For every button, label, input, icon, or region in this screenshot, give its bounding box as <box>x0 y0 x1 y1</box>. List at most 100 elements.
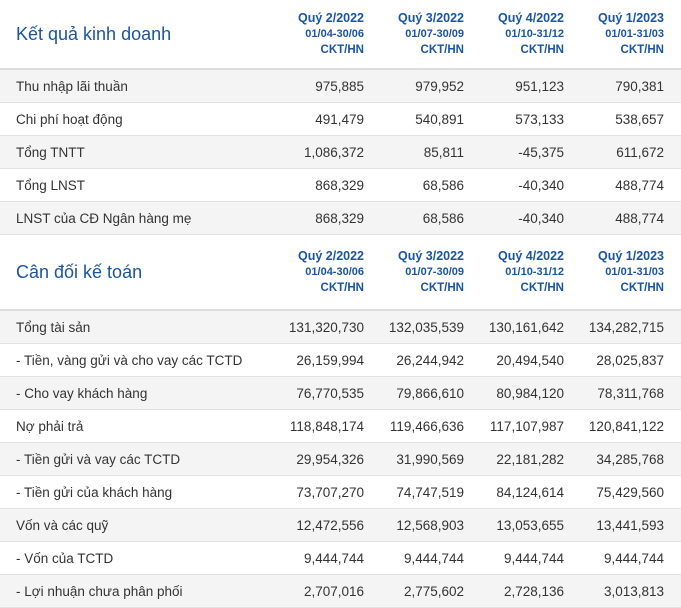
row-value: 34,285,768 <box>596 451 664 467</box>
row-label: - Tiền gửi của khách hàng <box>16 484 173 500</box>
row-value: 74,747,519 <box>396 484 464 500</box>
row-value: 132,035,539 <box>388 319 464 335</box>
balance-col-unit: CKT/HN <box>320 282 364 294</box>
table-row: - Lợi nhuận chưa phân phối 2,707,016 2,7… <box>0 575 681 608</box>
row-value: 130,161,642 <box>488 319 564 335</box>
income-col-dates: 01/01-31/03 <box>605 28 664 40</box>
income-col-dates: 01/07-30/09 <box>405 28 464 40</box>
income-col-head-4: Quý 1/2023 01/01-31/03 CKT/HN <box>570 0 670 68</box>
row-value: 80,984,120 <box>496 385 564 401</box>
row-value: 26,159,994 <box>296 352 364 368</box>
row-value: 85,811 <box>423 144 464 160</box>
balance-col-head-3: Quý 4/2022 01/10-31/12 CKT/HN <box>470 235 570 309</box>
income-col-quarter: Quý 3/2022 <box>397 11 464 25</box>
balance-col-dates: 01/10-31/12 <box>505 266 564 278</box>
row-value: 491,479 <box>315 111 364 127</box>
row-value: 26,244,942 <box>396 352 464 368</box>
row-label: Tổng tài sản <box>16 319 91 335</box>
balance-col-quarter: Quý 4/2022 <box>497 249 564 263</box>
income-col-quarter: Quý 4/2022 <box>497 11 564 25</box>
row-value: 20,494,540 <box>496 352 564 368</box>
row-value: 31,990,569 <box>396 451 464 467</box>
row-value: 134,282,715 <box>588 319 664 335</box>
row-value: 9,444,744 <box>603 550 664 566</box>
row-label: Vốn và các quỹ <box>16 517 109 533</box>
row-value: 975,885 <box>315 78 364 94</box>
balance-col-dates: 01/04-30/06 <box>305 266 364 278</box>
row-value: 13,441,593 <box>596 517 664 533</box>
row-value: 573,133 <box>515 111 564 127</box>
balance-title: Cân đối kế toán <box>16 261 143 282</box>
income-col-quarter: Quý 1/2023 <box>597 11 664 25</box>
table-row: LNST của CĐ Ngân hàng mẹ 868,329 68,586 … <box>0 202 681 235</box>
table-row: Tổng TNTT 1,086,372 85,811 -45,375 611,6… <box>0 136 681 169</box>
row-value: 951,123 <box>515 78 564 94</box>
income-col-dates: 01/10-31/12 <box>505 28 564 40</box>
row-value: 3,013,813 <box>603 583 664 599</box>
row-label: - Cho vay khách hàng <box>16 385 148 401</box>
row-value: -40,340 <box>518 210 564 226</box>
income-col-unit: CKT/HN <box>320 44 364 56</box>
row-value: 868,329 <box>315 210 364 226</box>
income-col-head-1: Quý 2/2022 01/04-30/06 CKT/HN <box>270 0 370 68</box>
balance-col-dates: 01/07-30/09 <box>405 266 464 278</box>
row-value: 2,707,016 <box>303 583 364 599</box>
row-value: -45,375 <box>518 144 564 160</box>
table-row: Vốn và các quỹ 12,472,556 12,568,903 13,… <box>0 509 681 542</box>
income-col-dates: 01/04-30/06 <box>305 28 364 40</box>
row-value: 117,107,987 <box>489 418 564 434</box>
balance-col-quarter: Quý 1/2023 <box>597 249 664 263</box>
table-row: Chi phí hoạt động 491,479 540,891 573,13… <box>0 103 681 136</box>
row-value: 28,025,837 <box>596 352 664 368</box>
row-value: 9,444,744 <box>303 550 364 566</box>
row-value: 1,086,372 <box>303 144 364 160</box>
income-title: Kết quả kinh doanh <box>16 23 172 44</box>
row-value: 75,429,560 <box>596 484 664 500</box>
row-value: 868,329 <box>315 177 364 193</box>
balance-col-unit: CKT/HN <box>520 282 564 294</box>
row-label: - Tiền gửi và vay các TCTD <box>16 451 181 467</box>
balance-col-head-4: Quý 1/2023 01/01-31/03 CKT/HN <box>570 235 670 309</box>
balance-col-unit: CKT/HN <box>420 282 464 294</box>
balance-header: Cân đối kế toán Quý 2/2022 01/04-30/06 C… <box>0 235 681 311</box>
balance-col-head-2: Quý 3/2022 01/07-30/09 CKT/HN <box>370 235 470 309</box>
row-value: 488,774 <box>615 177 664 193</box>
row-value: 540,891 <box>415 111 464 127</box>
table-row: Tổng tài sản 131,320,730 132,035,539 130… <box>0 311 681 344</box>
row-label: Thu nhập lãi thuần <box>16 78 128 94</box>
row-value: 73,707,270 <box>296 484 364 500</box>
balance-col-unit: CKT/HN <box>620 282 664 294</box>
table-row: - Tiền gửi và vay các TCTD 29,954,326 31… <box>0 443 681 476</box>
income-section: Kết quả kinh doanh Quý 2/2022 01/04-30/0… <box>0 0 681 235</box>
row-value: 538,657 <box>615 111 664 127</box>
row-value: 78,311,768 <box>597 385 664 401</box>
row-value: 979,952 <box>415 78 464 94</box>
row-label: - Lợi nhuận chưa phân phối <box>16 583 183 599</box>
row-value: -40,340 <box>518 177 564 193</box>
income-col-unit: CKT/HN <box>620 44 664 56</box>
table-row: Nợ phải trả 118,848,174 119,466,636 117,… <box>0 410 681 443</box>
balance-section: Cân đối kế toán Quý 2/2022 01/04-30/06 C… <box>0 235 681 608</box>
row-value: 9,444,744 <box>503 550 564 566</box>
table-row: - Tiền gửi của khách hàng 73,707,270 74,… <box>0 476 681 509</box>
income-header: Kết quả kinh doanh Quý 2/2022 01/04-30/0… <box>0 0 681 70</box>
income-col-head-3: Quý 4/2022 01/10-31/12 CKT/HN <box>470 0 570 68</box>
row-value: 2,728,136 <box>503 583 564 599</box>
table-row: - Tiền, vàng gửi và cho vay các TCTD 26,… <box>0 344 681 377</box>
row-value: 119,466,636 <box>389 418 464 434</box>
row-value: 68,586 <box>422 210 464 226</box>
row-value: 118,848,174 <box>289 418 364 434</box>
income-col-unit: CKT/HN <box>420 44 464 56</box>
balance-col-head-1: Quý 2/2022 01/04-30/06 CKT/HN <box>270 235 370 309</box>
row-label: - Vốn của TCTD <box>16 550 114 566</box>
row-value: 68,586 <box>422 177 464 193</box>
row-value: 12,472,556 <box>296 517 364 533</box>
row-label: - Tiền, vàng gửi và cho vay các TCTD <box>16 352 243 368</box>
row-value: 9,444,744 <box>403 550 464 566</box>
income-col-quarter: Quý 2/2022 <box>297 11 364 25</box>
row-label: LNST của CĐ Ngân hàng mẹ <box>16 210 192 226</box>
table-row: Tổng LNST 868,329 68,586 -40,340 488,774 <box>0 169 681 202</box>
row-value: 611,672 <box>616 144 664 160</box>
income-col-unit: CKT/HN <box>520 44 564 56</box>
row-value: 131,320,730 <box>288 319 364 335</box>
